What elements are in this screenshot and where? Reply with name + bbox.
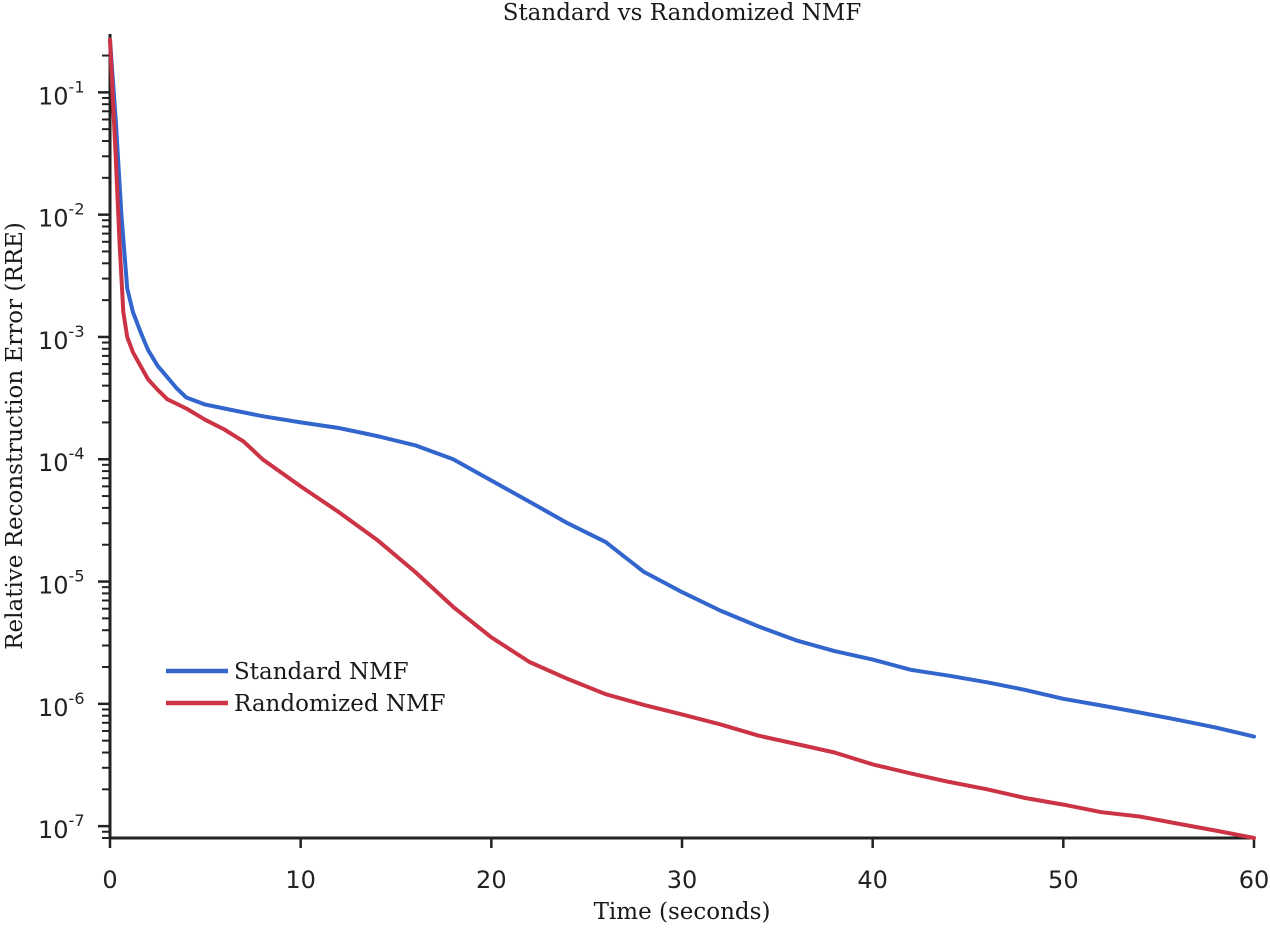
legend: Standard NMF Randomized NMF <box>166 659 446 717</box>
y-tick-label: 10-5 <box>38 567 85 600</box>
series-line-standard-nmf <box>108 37 1256 739</box>
legend-label-randomized-nmf: Randomized NMF <box>234 691 446 717</box>
x-tick-label: 0 <box>102 866 117 894</box>
y-tick-label: 10-4 <box>38 444 85 477</box>
y-tick-label: 10-2 <box>38 200 85 233</box>
chart-title: Standard vs Randomized NMF <box>503 0 862 26</box>
y-tick-label: 10-6 <box>38 689 85 722</box>
y-tick-label: 10-3 <box>38 322 85 355</box>
legend-label-standard-nmf: Standard NMF <box>234 659 409 685</box>
x-tick-label: 50 <box>1048 866 1079 894</box>
series-line-randomized-nmf <box>108 37 1256 840</box>
x-axis-ticks: 0 10 20 30 40 50 60 <box>102 838 1269 894</box>
x-tick-label: 30 <box>667 866 698 894</box>
x-tick-label: 20 <box>476 866 507 894</box>
x-tick-label: 40 <box>857 866 888 894</box>
x-tick-label: 10 <box>285 866 316 894</box>
y-axis-label: Relative Reconstruction Error (RRE) <box>2 222 28 650</box>
axes <box>108 34 1255 840</box>
x-axis-label: Time (seconds) <box>594 899 771 925</box>
y-tick-label: 10-7 <box>38 811 85 844</box>
x-tick-label: 60 <box>1239 866 1270 894</box>
y-tick-label: 10-1 <box>38 77 85 110</box>
series-layer <box>108 37 1256 840</box>
y-axis-ticks: 10-1 10-2 10-3 10-4 10-5 10-6 10-7 <box>38 54 110 844</box>
